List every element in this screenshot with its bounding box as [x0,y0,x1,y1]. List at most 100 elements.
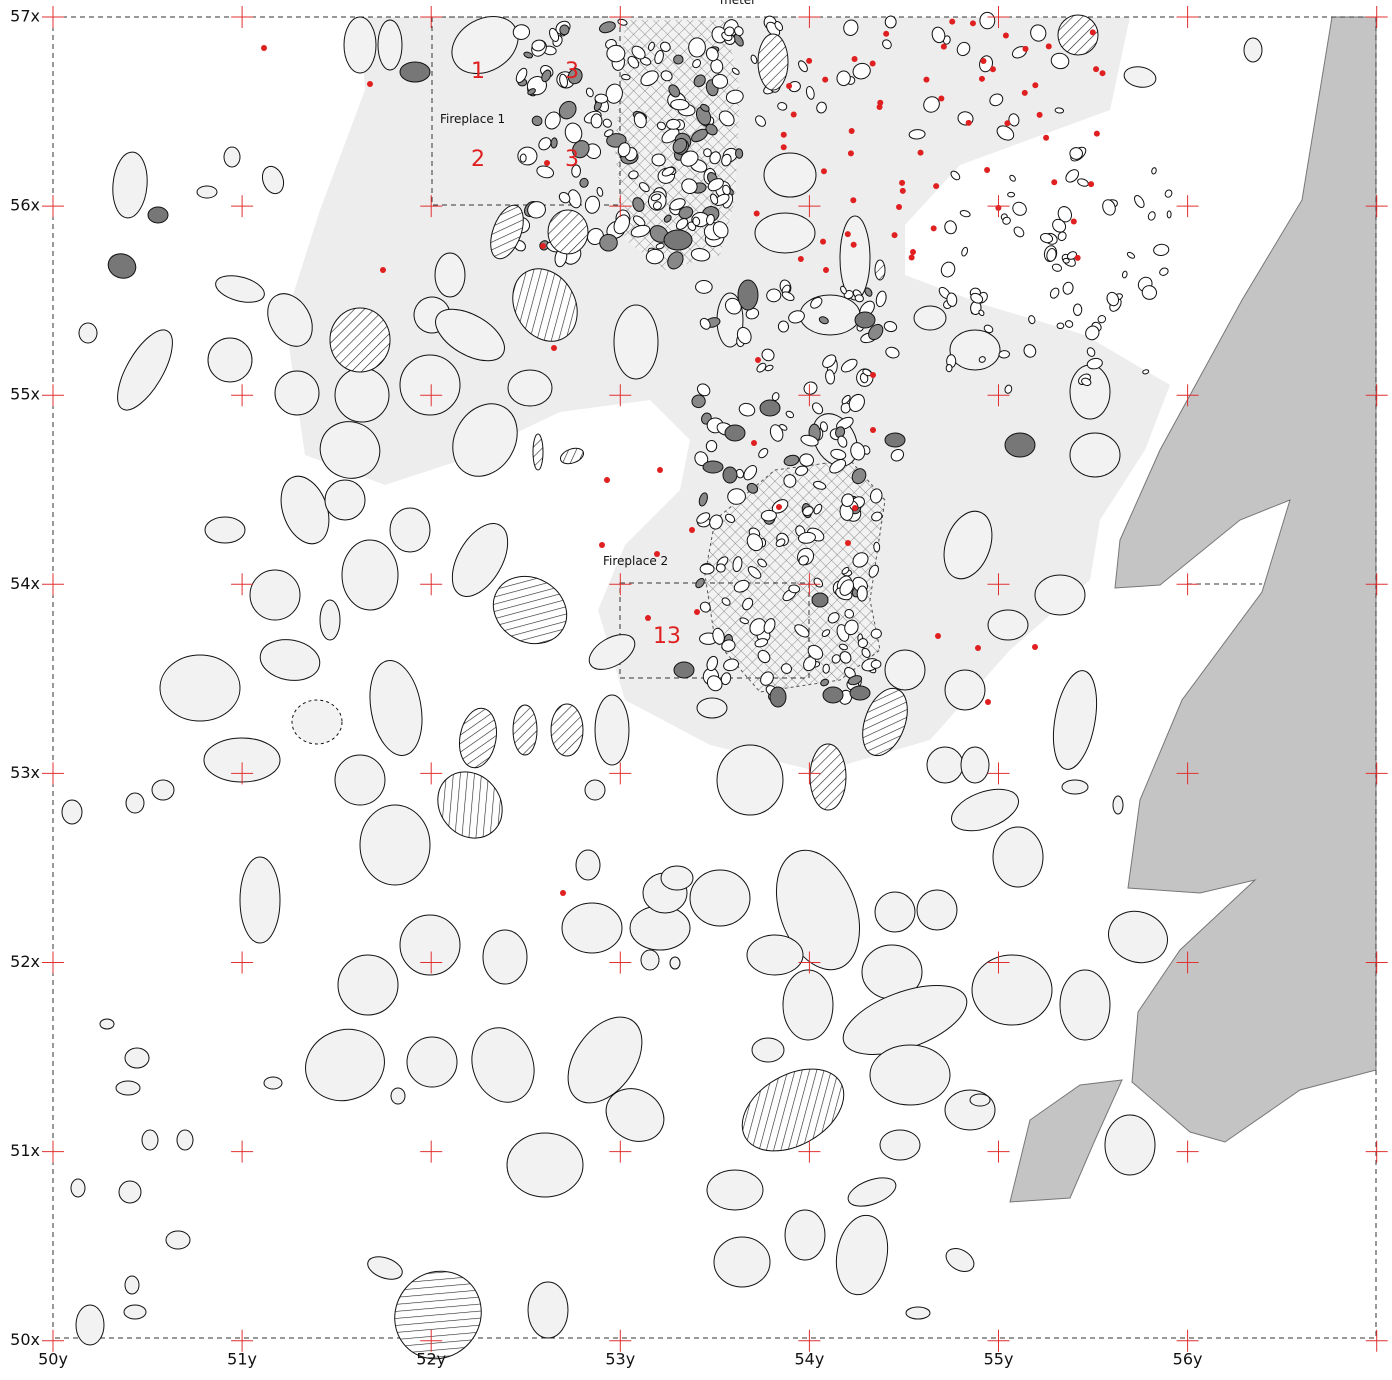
find-point [820,238,827,245]
stone [165,1230,191,1250]
stone [334,367,390,423]
pebble [538,137,552,151]
stone [215,275,265,303]
stone [196,185,218,199]
find-point [940,43,947,50]
pebble [805,86,815,100]
row-label: 54x [10,574,40,593]
find-point [604,477,610,483]
pebble [819,421,828,432]
pebble [757,558,767,568]
grid-cross [1176,384,1199,407]
stone [669,956,681,970]
grid-cross [609,951,632,974]
find-point [755,357,761,363]
pebble [558,191,571,204]
pebble [621,74,631,81]
find-point [1074,254,1081,261]
grid-cross [609,762,632,785]
pebble [940,261,956,278]
pebble [536,165,555,179]
pebble [647,41,655,51]
pebble [738,402,756,417]
pebble [661,166,675,177]
stone [874,891,916,933]
grid-cross [987,573,1010,596]
pebble [779,424,788,431]
finds-points [261,18,1106,896]
pebble [836,70,851,87]
pebble [931,26,946,44]
pebble [783,454,800,467]
pebble [558,100,577,120]
stone [754,212,816,254]
find-point [551,345,557,351]
find-point [910,249,916,255]
pebble [777,320,790,333]
find-point [850,241,857,248]
find-point [1004,120,1011,127]
pebble [841,493,855,507]
stone-hatched [459,707,497,769]
stone-hatched [874,259,886,281]
pebble [584,195,601,214]
pebble [841,394,851,405]
row-label: 55x [10,385,40,404]
pebble [1159,267,1169,276]
pebble [531,39,546,52]
pebble [798,60,808,73]
stone [1104,1114,1156,1176]
grid-cross [987,1140,1010,1163]
pebble [639,182,650,193]
pebble [850,442,866,461]
pebble [837,435,848,448]
pebble [721,153,732,167]
find-point [1070,218,1077,225]
pebble [652,201,662,210]
pebble [890,448,905,462]
pebble [746,533,764,552]
pebble [1153,243,1170,256]
find-point [1093,66,1100,73]
find-point [544,160,550,166]
find-point [949,18,956,25]
grid-cross [609,1329,632,1352]
pebble [599,233,618,252]
pebble [1057,206,1072,223]
stone [905,1306,931,1320]
stone [696,697,728,719]
pebble [825,369,835,385]
pebble [617,142,631,158]
grid-cross [987,951,1010,974]
pebble [870,659,882,669]
pebble [810,296,823,309]
find-point [689,527,695,533]
stone [567,1016,643,1104]
pebble [692,59,702,69]
find-point [975,645,981,651]
pebble [733,34,744,47]
pebble [678,206,694,220]
stone [951,788,1019,832]
stone [305,1028,385,1102]
occupation-area [285,17,1170,772]
stone-burnt [759,399,781,417]
stone-burnt [147,206,169,224]
find-point [891,232,898,239]
stone-burnt [702,460,724,474]
pebble [844,619,859,636]
pebble [822,663,830,674]
stone [377,19,403,71]
find-point [870,427,876,433]
stone [261,165,285,195]
grid-cross [1176,1329,1199,1352]
bedrock [1114,16,1377,1143]
stone-outline [291,699,343,745]
find-point [261,45,267,51]
pebble [813,480,827,490]
find-label: 3 [565,59,579,84]
stone [61,799,83,825]
stone-hatched [490,204,524,260]
pebble [807,644,824,660]
grid-cross [1176,951,1199,974]
